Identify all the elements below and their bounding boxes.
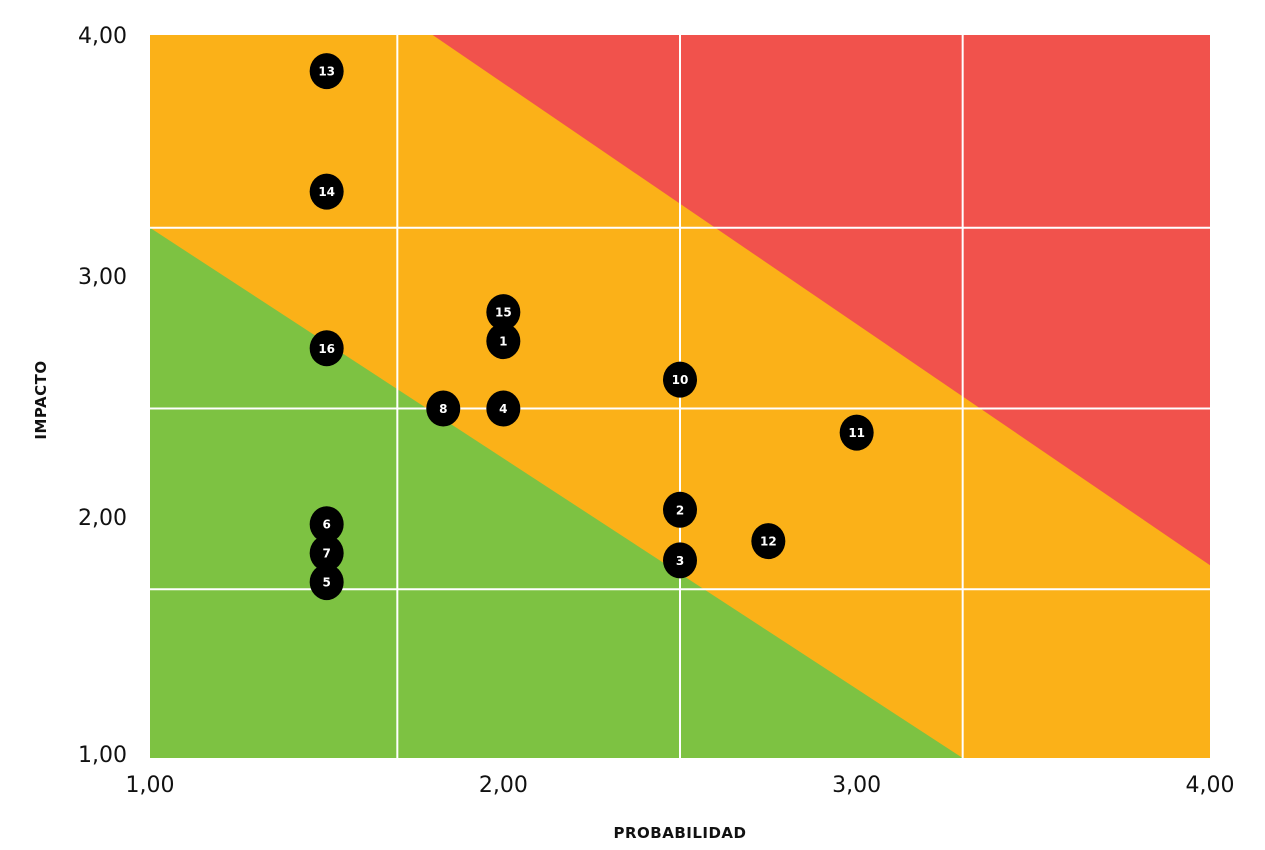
risk-point-marker — [309, 506, 344, 543]
risk-point-label: 11 — [848, 426, 865, 440]
risk-point-label: 7 — [322, 547, 330, 561]
risk-point-4: 4 — [486, 390, 521, 427]
risk-point-1: 1 — [486, 323, 521, 360]
risk-point-marker — [663, 542, 697, 579]
y-tick-label: 1,00 — [78, 743, 127, 768]
risk-point-label: 3 — [676, 554, 684, 568]
x-tick-label: 2,00 — [479, 773, 528, 798]
risk-point-label: 2 — [676, 503, 684, 517]
risk-point-marker — [309, 53, 344, 90]
tick-labels: 1,00 2,00 3,00 4,00 1,00 2,00 3,00 4,00 — [78, 24, 1234, 798]
x-axis-title: PROBABILIDAD — [613, 824, 746, 842]
risk-point-7: 7 — [309, 535, 344, 572]
y-tick-label: 3,00 — [78, 265, 127, 290]
risk-point-12: 12 — [751, 523, 786, 560]
risk-point-label: 13 — [318, 65, 335, 79]
risk-point-6: 6 — [309, 506, 344, 543]
risk-point-label: 5 — [322, 576, 330, 590]
risk-point-marker — [839, 414, 874, 451]
risk-point-label: 14 — [318, 185, 335, 199]
risk-point-marker — [486, 294, 521, 331]
risk-point-marker — [309, 173, 344, 210]
x-tick-label: 1,00 — [126, 773, 175, 798]
y-tick-label: 2,00 — [78, 506, 127, 531]
risk-point-14: 14 — [309, 173, 344, 210]
risk-point-15: 15 — [486, 294, 521, 331]
risk-point-10: 10 — [663, 361, 697, 398]
risk-point-label: 6 — [322, 518, 330, 532]
risk-point-marker — [486, 323, 521, 360]
risk-point-label: 15 — [495, 306, 512, 320]
risk-point-8: 8 — [426, 390, 461, 427]
risk-point-marker — [751, 523, 786, 560]
zone-alto — [432, 35, 1211, 566]
risk-point-label: 4 — [499, 402, 507, 416]
risk-point-5: 5 — [309, 564, 344, 601]
risk-point-11: 11 — [839, 414, 874, 451]
risk-point-13: 13 — [309, 53, 344, 90]
risk-point-label: 1 — [499, 335, 507, 349]
y-axis-title: IMPACTO — [32, 360, 50, 439]
risk-point-marker — [486, 390, 521, 427]
zone-bajo — [150, 227, 963, 759]
risk-point-marker — [309, 535, 344, 572]
risk-point-label: 10 — [672, 373, 689, 387]
risk-point-marker — [426, 390, 461, 427]
risk-point-label: 12 — [760, 535, 777, 549]
risk-point-3: 3 — [663, 542, 697, 579]
risk-point-marker — [663, 361, 697, 398]
risk-point-label: 8 — [439, 402, 447, 416]
y-tick-label: 4,00 — [78, 24, 127, 49]
risk-point-2: 2 — [663, 491, 697, 528]
risk-point-marker — [309, 330, 344, 367]
risk-point-marker — [309, 564, 344, 601]
risk-point-16: 16 — [309, 330, 344, 367]
risk-points: 13 14 15 1 16 10 8 4 11 2 6 12 7 3 5 — [309, 53, 874, 601]
risk-point-marker — [663, 491, 697, 528]
x-tick-label: 4,00 — [1186, 773, 1235, 798]
x-tick-label: 3,00 — [832, 773, 881, 798]
risk-point-label: 16 — [318, 342, 335, 356]
